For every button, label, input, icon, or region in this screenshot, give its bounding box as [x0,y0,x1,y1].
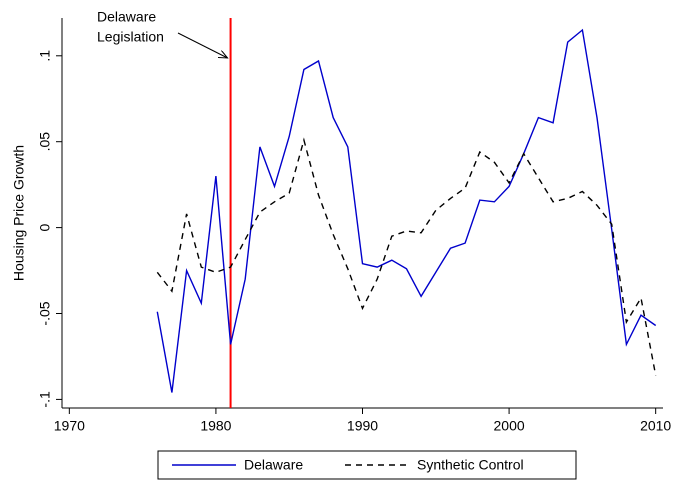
annotation: Legislation [97,29,164,45]
y-tick-label: -.1 [37,391,53,408]
x-tick-label: 1990 [347,418,378,434]
series-line [156,28,657,393]
y-axis-title: Housing Price Growth [11,145,27,281]
x-tick-label: 1980 [200,418,231,434]
x-tick-label: 1970 [54,418,85,434]
x-tick-label: 2010 [640,418,671,434]
legend-label: Synthetic Control [417,457,524,473]
y-tick-label: -.05 [37,301,53,325]
annotation-arrow [177,32,228,58]
y-tick-label: .05 [37,132,53,152]
x-tick-label: 2000 [494,418,525,434]
y-tick-label: 0 [37,224,53,232]
series-line [156,137,657,376]
annotation: Delaware [97,9,156,25]
legend-label: Delaware [244,457,303,473]
y-tick-label: .1 [37,50,53,62]
